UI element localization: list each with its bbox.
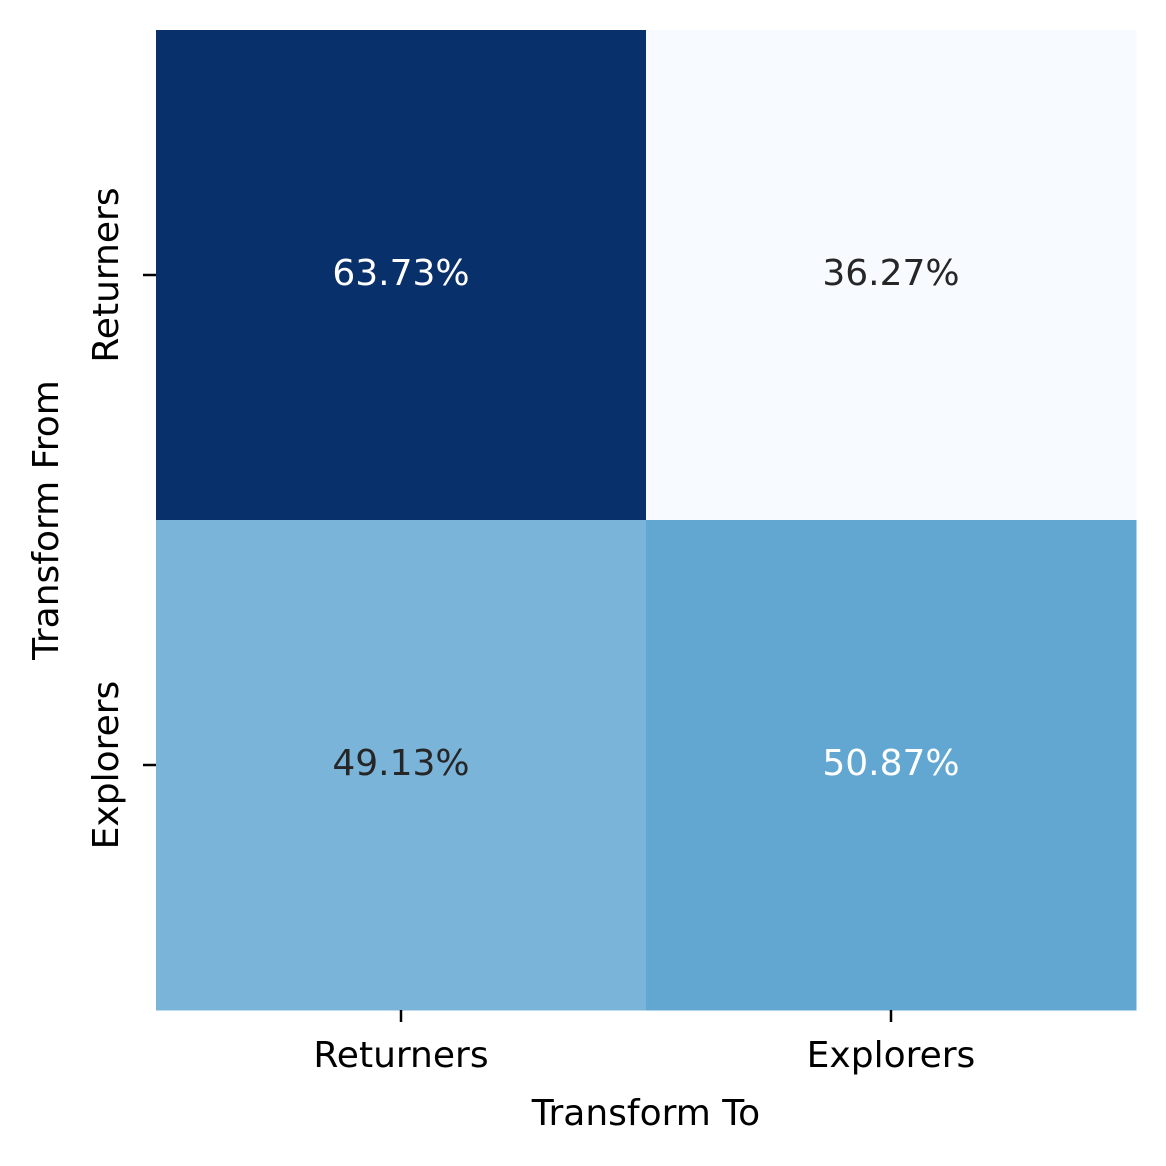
cell-label: 63.73% [332, 253, 469, 294]
x-tick-label: Returners [313, 1035, 488, 1076]
heatmap-cell [156, 520, 647, 1011]
heatmap-cell [646, 30, 1137, 521]
heatmap-cell [646, 520, 1137, 1011]
cell-label: 50.87% [822, 743, 959, 784]
heatmap-cell [156, 30, 647, 521]
x-tick-label: Explorers [807, 1035, 976, 1076]
cell-label: 49.13% [332, 743, 469, 784]
y-tick-label: Returners [86, 187, 127, 362]
x-axis-label: Transform To [531, 1093, 760, 1134]
cell-label: 36.27% [822, 253, 959, 294]
y-axis-label: Transform From [26, 380, 67, 661]
y-tick-label: Explorers [86, 681, 127, 850]
